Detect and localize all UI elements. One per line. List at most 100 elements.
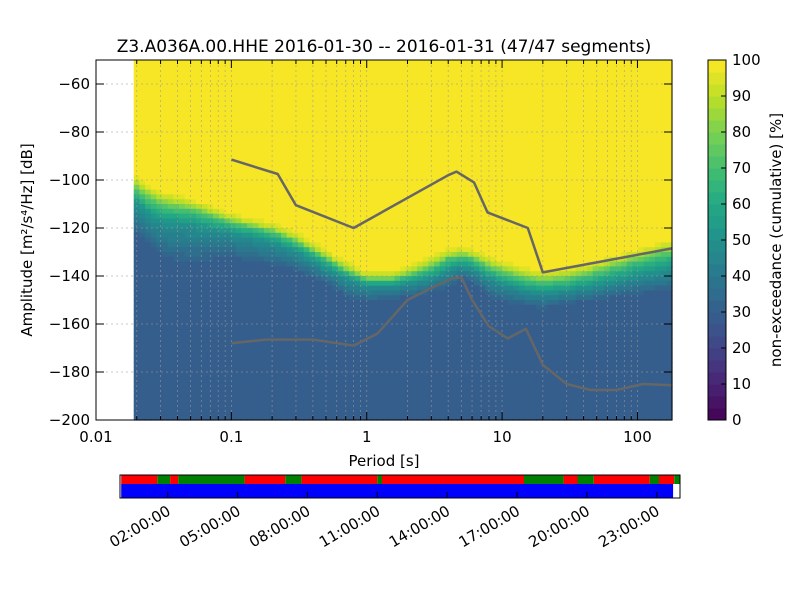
heatmap-cell bbox=[445, 309, 452, 315]
heatmap-cell bbox=[343, 84, 350, 90]
heatmap-cell bbox=[388, 290, 395, 296]
heatmap-cell bbox=[451, 314, 458, 320]
heatmap-cell bbox=[196, 295, 203, 301]
heatmap-cell bbox=[377, 271, 384, 277]
heatmap-cell bbox=[179, 396, 186, 402]
heatmap-cell bbox=[473, 314, 480, 320]
heatmap-cell bbox=[190, 60, 197, 66]
heatmap-cell bbox=[258, 127, 265, 133]
heatmap-cell bbox=[496, 348, 503, 354]
heatmap-cell bbox=[190, 376, 197, 383]
heatmap-cell bbox=[167, 304, 174, 311]
heatmap-cell bbox=[162, 276, 169, 282]
heatmap-cell bbox=[507, 237, 514, 243]
heatmap-cell bbox=[298, 309, 305, 315]
heatmap-cell bbox=[224, 295, 231, 301]
heatmap-cell bbox=[286, 93, 293, 99]
heatmap-cell bbox=[326, 372, 333, 378]
heatmap-cell bbox=[354, 242, 361, 248]
heatmap-cell bbox=[490, 141, 497, 147]
heatmap-cell bbox=[383, 112, 390, 119]
heatmap-cell bbox=[150, 271, 157, 277]
heatmap-cell bbox=[173, 400, 180, 407]
heatmap-cell bbox=[173, 204, 180, 210]
heatmap-cell bbox=[201, 146, 208, 152]
heatmap-cell bbox=[150, 261, 157, 267]
heatmap-cell bbox=[281, 213, 288, 219]
heatmap-cell bbox=[422, 309, 429, 315]
heatmap-cell bbox=[468, 376, 475, 383]
heatmap-cell bbox=[315, 184, 322, 191]
heatmap-cell bbox=[247, 314, 254, 320]
heatmap-cell bbox=[337, 343, 344, 349]
heatmap-cell bbox=[247, 156, 254, 162]
heatmap-cell bbox=[502, 324, 509, 330]
heatmap-cell bbox=[264, 324, 271, 330]
heatmap-cell bbox=[332, 319, 339, 325]
heatmap-cell bbox=[360, 324, 367, 330]
heatmap-cell bbox=[162, 98, 169, 104]
heatmap-cell bbox=[439, 314, 446, 320]
heatmap-cell bbox=[235, 405, 242, 411]
heatmap-cell bbox=[349, 208, 356, 215]
heatmap-cell bbox=[468, 122, 475, 128]
heatmap-cell bbox=[275, 319, 282, 325]
heatmap-cell bbox=[320, 367, 327, 373]
heatmap-cell bbox=[479, 60, 486, 66]
heatmap-cell bbox=[213, 338, 220, 344]
heatmap-cell bbox=[315, 175, 322, 181]
heatmap-cell bbox=[332, 300, 339, 306]
heatmap-cell bbox=[507, 261, 514, 267]
heatmap-cell bbox=[343, 319, 350, 325]
heatmap-cell bbox=[326, 156, 333, 162]
heatmap-cell bbox=[502, 285, 509, 291]
heatmap-cell bbox=[456, 194, 463, 200]
heatmap-cell bbox=[167, 165, 174, 171]
heatmap-cell bbox=[502, 261, 509, 267]
heatmap-cell bbox=[490, 122, 497, 128]
heatmap-cell bbox=[490, 376, 497, 383]
heatmap-cell bbox=[162, 127, 169, 133]
heatmap-cell bbox=[264, 136, 271, 143]
heatmap-cell bbox=[388, 338, 395, 344]
heatmap-cell bbox=[411, 319, 418, 325]
heatmap-cell bbox=[417, 108, 424, 114]
heatmap-cell bbox=[377, 208, 384, 215]
heatmap-cell bbox=[366, 304, 373, 311]
heatmap-cell bbox=[439, 242, 446, 248]
heatmap-cell bbox=[405, 64, 412, 71]
heatmap-cell bbox=[139, 405, 146, 411]
heatmap-cell bbox=[150, 184, 157, 191]
heatmap-cell bbox=[383, 74, 390, 80]
heatmap-cell bbox=[337, 151, 344, 157]
heatmap-cell bbox=[507, 189, 514, 195]
heatmap-cell bbox=[451, 93, 458, 99]
heatmap-cell bbox=[428, 396, 435, 402]
heatmap-cell bbox=[422, 136, 429, 143]
heatmap-cell bbox=[326, 69, 333, 75]
heatmap-cell bbox=[417, 199, 424, 205]
heatmap-cell bbox=[224, 189, 231, 195]
heatmap-cell bbox=[349, 223, 356, 229]
heatmap-cell bbox=[439, 84, 446, 90]
heatmap-cell bbox=[383, 252, 390, 258]
heatmap-cell bbox=[462, 271, 469, 277]
heatmap-cell bbox=[490, 165, 497, 171]
heatmap-cell bbox=[400, 184, 407, 191]
heatmap-cell bbox=[490, 410, 497, 416]
heatmap-cell bbox=[190, 232, 197, 239]
heatmap-cell bbox=[218, 276, 225, 282]
heatmap-cell bbox=[462, 165, 469, 171]
heatmap-cell bbox=[490, 333, 497, 339]
heatmap-cell bbox=[258, 324, 265, 330]
heatmap-cell bbox=[468, 362, 475, 368]
heatmap-cell bbox=[366, 136, 373, 143]
heatmap-cell bbox=[332, 376, 339, 383]
heatmap-cell bbox=[252, 362, 259, 368]
heatmap-cell bbox=[179, 127, 186, 133]
heatmap-cell bbox=[377, 276, 384, 282]
heatmap-cell bbox=[343, 333, 350, 339]
heatmap-cell bbox=[445, 285, 452, 291]
heatmap-cell bbox=[360, 156, 367, 162]
heatmap-cell bbox=[247, 405, 254, 411]
